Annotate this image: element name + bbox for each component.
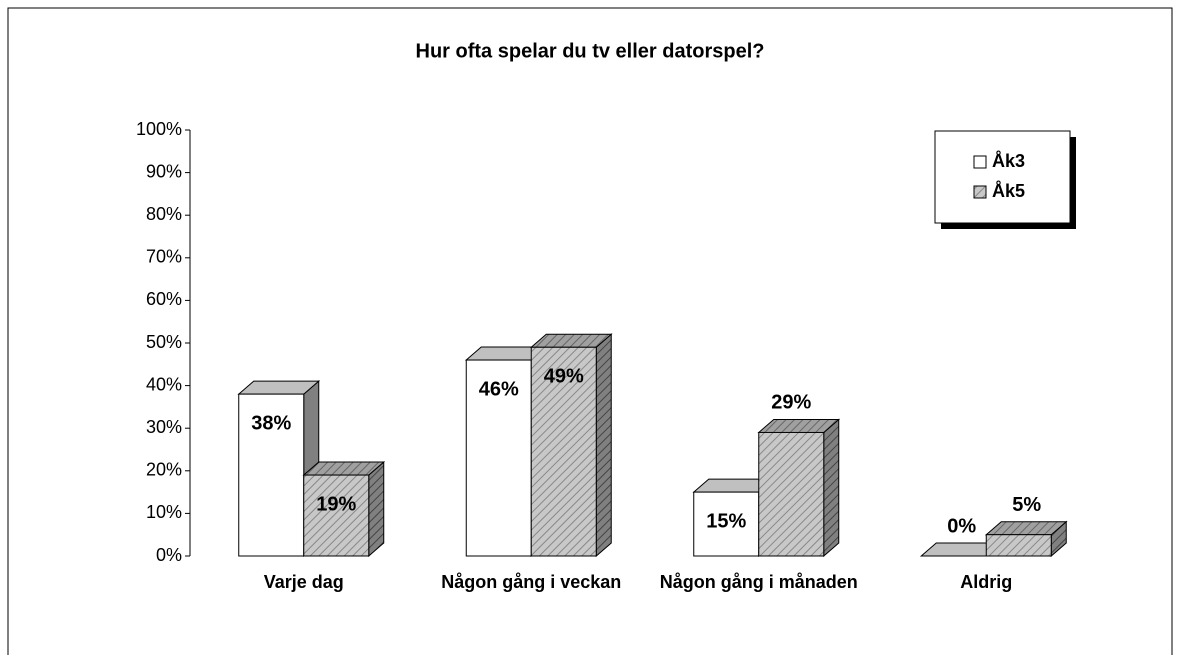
y-tick-label: 20% [146, 460, 182, 480]
value-label: 5% [1012, 494, 1041, 516]
legend [934, 130, 1071, 224]
value-label: 0% [947, 515, 976, 537]
value-label: 19% [316, 493, 356, 515]
bar [530, 346, 597, 557]
bar-side [595, 333, 612, 558]
y-tick-label: 0% [156, 545, 182, 565]
y-tick-label: 60% [146, 289, 182, 309]
bar-side [823, 418, 840, 558]
value-label: 46% [479, 378, 519, 400]
chart-title: Hur ofta spelar du tv eller datorspel? [416, 40, 765, 62]
y-tick-label: 30% [146, 417, 182, 437]
value-label: 15% [706, 510, 746, 532]
y-tick-label: 100% [136, 119, 182, 139]
legend-swatch [973, 185, 987, 199]
legend-label: Åk5 [992, 181, 1025, 201]
bar-top [237, 380, 321, 395]
value-label: 29% [771, 392, 811, 414]
y-tick-label: 70% [146, 247, 182, 267]
bar [303, 474, 370, 557]
bar-top [529, 333, 613, 348]
bar [758, 431, 825, 557]
y-tick-label: 10% [146, 502, 182, 522]
x-tick-label: Någon gång i veckan [441, 572, 622, 592]
bar [465, 359, 532, 557]
bar [238, 393, 305, 557]
value-label: 38% [251, 412, 291, 434]
x-tick-label: Varje dag [263, 572, 344, 592]
legend-swatch [973, 155, 987, 169]
legend-label: Åk3 [992, 151, 1025, 171]
bar-top [302, 461, 386, 476]
bar-side [368, 460, 385, 558]
y-tick-label: 80% [146, 204, 182, 224]
y-tick-label: 90% [146, 161, 182, 181]
bar-top [757, 418, 841, 433]
bar [985, 534, 1052, 557]
x-tick-label: Någon gång i månaden [659, 572, 858, 592]
x-tick-label: Aldrig [960, 572, 1013, 592]
chart-frame [7, 7, 1173, 655]
bar-top [984, 521, 1068, 536]
y-tick-label: 50% [146, 332, 182, 352]
y-tick-label: 40% [146, 374, 182, 394]
value-label: 49% [544, 366, 584, 388]
